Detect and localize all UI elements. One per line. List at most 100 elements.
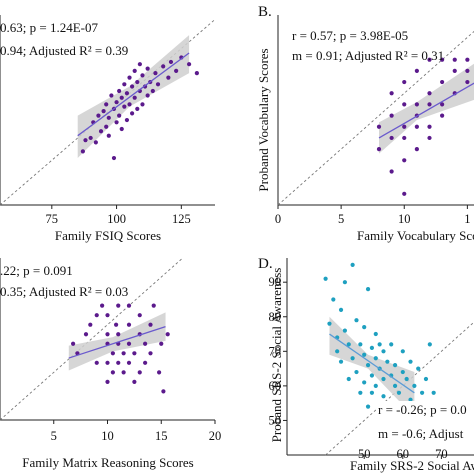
- data-point: [117, 113, 122, 118]
- data-point: [137, 370, 142, 375]
- data-point: [148, 322, 153, 327]
- data-point: [389, 135, 394, 141]
- y-tick-label: 70: [269, 344, 282, 358]
- data-point: [365, 363, 371, 368]
- data-point: [376, 124, 382, 129]
- stats-annotation: 0.35; Adjusted R² = 0.03: [0, 284, 128, 299]
- panel-a: 75 100 125 Family FSIQ Scores 0.63; p = 1.24…: [0, 15, 216, 243]
- data-point: [143, 341, 148, 346]
- data-point: [427, 135, 432, 141]
- data-point: [151, 303, 156, 308]
- data-point: [346, 376, 351, 382]
- data-point: [116, 303, 121, 308]
- data-point: [153, 71, 158, 76]
- data-point: [389, 342, 394, 347]
- identity-line: [0, 257, 184, 421]
- confidence-band: [68, 312, 166, 371]
- data-point: [392, 383, 398, 388]
- x-tick-label: 5: [51, 429, 57, 443]
- data-point: [105, 360, 110, 365]
- data-point: [392, 363, 398, 368]
- data-point: [127, 75, 132, 80]
- data-point: [389, 91, 394, 96]
- data-point: [83, 138, 88, 143]
- data-point: [166, 75, 171, 80]
- data-point: [122, 82, 127, 87]
- data-point: [440, 113, 445, 118]
- data-point: [338, 359, 344, 364]
- data-point: [98, 129, 104, 134]
- x-tick-label: 50: [358, 447, 371, 461]
- x-tick-label: 100: [107, 212, 126, 226]
- regression-line: [68, 325, 166, 359]
- data-point: [88, 135, 93, 141]
- data-point: [174, 68, 179, 73]
- data-point: [194, 71, 199, 76]
- panel-letter: D.: [258, 256, 273, 272]
- x-tick-label: 10: [101, 429, 114, 443]
- data-point: [161, 389, 166, 394]
- panel-c: 5 10 15 20 Family Matrix Reasoning Scores .22…: [0, 257, 221, 470]
- data-point: [350, 356, 355, 361]
- data-point: [121, 351, 126, 356]
- data-point: [402, 135, 407, 141]
- data-point: [342, 280, 347, 285]
- x-tick-label: 75: [46, 212, 59, 226]
- data-point: [88, 322, 93, 327]
- annotation-bg: [376, 425, 474, 442]
- data-point: [145, 66, 150, 71]
- data-point: [159, 341, 164, 346]
- panel-b: 0 5 10 1 Family Vocabulary Scor Proband Vocab…: [256, 4, 474, 243]
- data-point: [440, 57, 445, 62]
- data-point: [132, 95, 137, 100]
- data-point: [365, 404, 371, 409]
- data-point: [161, 64, 166, 69]
- stats-annotation: 0.94; Adjusted R² = 0.39: [0, 43, 128, 58]
- data-point: [96, 113, 101, 118]
- data-point: [71, 341, 76, 346]
- data-point: [402, 158, 407, 163]
- data-point: [365, 287, 371, 292]
- data-point: [111, 155, 117, 161]
- data-point: [105, 332, 110, 337]
- data-point: [427, 91, 432, 96]
- data-point: [127, 102, 132, 107]
- data-point: [80, 149, 85, 154]
- data-point: [116, 332, 121, 337]
- data-point: [381, 349, 386, 354]
- data-point: [373, 383, 378, 388]
- data-point: [381, 394, 386, 399]
- stats-annotation: 0.63; p = 1.24E-07: [0, 20, 98, 35]
- data-point: [354, 369, 359, 375]
- data-point: [376, 147, 382, 152]
- data-point: [385, 359, 390, 364]
- data-point: [465, 57, 470, 62]
- data-point: [323, 276, 328, 281]
- data-point: [412, 383, 417, 388]
- y-tick-label: 60: [269, 379, 282, 393]
- data-point: [389, 169, 394, 174]
- y-axis-title: Proband Vocabulary Scores: [256, 48, 271, 191]
- data-point: [143, 360, 148, 365]
- data-point: [402, 102, 407, 107]
- data-point: [126, 322, 132, 327]
- data-point: [408, 397, 413, 402]
- x-tick-label: 60: [397, 447, 410, 461]
- data-point: [400, 349, 405, 354]
- data-point: [155, 82, 161, 87]
- data-point: [416, 366, 421, 371]
- data-point: [427, 124, 432, 129]
- stats-annotation: r = -0.26; p = 0.0: [378, 402, 467, 417]
- data-point: [116, 360, 121, 365]
- data-point: [327, 321, 332, 326]
- data-point: [140, 102, 145, 107]
- data-point: [126, 341, 132, 346]
- data-point: [110, 351, 115, 356]
- x-tick-label: 1: [464, 212, 470, 226]
- data-point: [186, 62, 192, 67]
- data-point: [114, 100, 119, 105]
- x-tick-label: 10: [398, 212, 411, 226]
- data-point: [132, 68, 137, 73]
- data-point: [109, 93, 114, 98]
